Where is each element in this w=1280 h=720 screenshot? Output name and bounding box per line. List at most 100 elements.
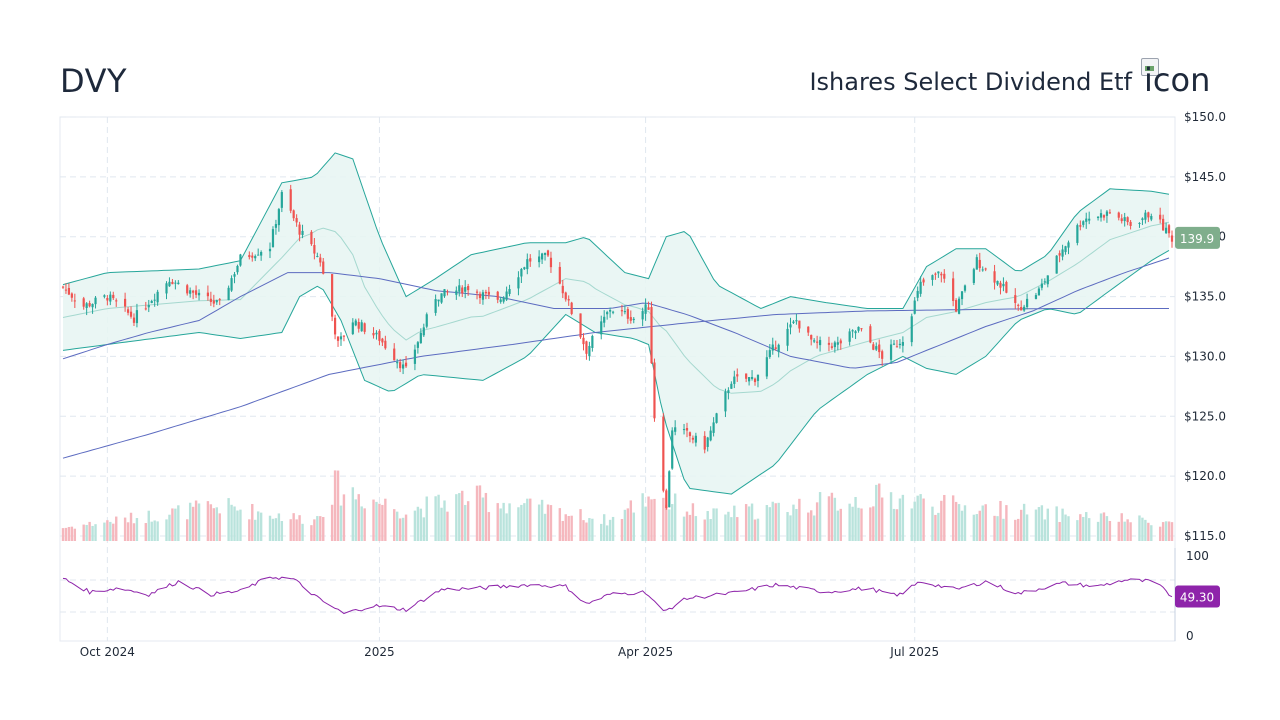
volume-bar (1046, 508, 1049, 541)
rsi-axis-tick-label: 100 (1186, 549, 1209, 563)
volume-bar (647, 496, 650, 541)
volume-bar (384, 498, 387, 541)
candle-body (271, 229, 275, 248)
volume-bar (455, 494, 458, 541)
volume-bar (1034, 509, 1038, 541)
candle-body (372, 332, 375, 336)
volume-bar (605, 525, 609, 541)
volume-bar (132, 523, 136, 541)
candle-body (331, 274, 334, 317)
volume-bar (144, 523, 148, 541)
candle-body (153, 299, 156, 301)
volume-bar (1076, 520, 1079, 541)
candle-body (109, 294, 112, 302)
candle-body (357, 321, 360, 329)
candle-body (295, 218, 298, 223)
candle-body (798, 320, 801, 329)
volume-bar (425, 496, 428, 541)
price-axis-tick-label: $115.0 (1184, 529, 1226, 543)
date-axis-tick-label: 2025 (364, 645, 395, 659)
volume-bar (378, 503, 381, 541)
candle-body (972, 269, 975, 283)
candle-body (260, 251, 263, 256)
volume-bar (579, 509, 582, 541)
candle-body (830, 346, 834, 348)
candle-body (192, 290, 195, 293)
volume-bar (691, 503, 695, 541)
last-price-badge (1175, 226, 1220, 249)
candle-body (753, 378, 757, 383)
volume-bar (215, 507, 218, 541)
candle-body (425, 314, 428, 327)
volume-bar (434, 496, 437, 541)
candle-body (443, 289, 446, 297)
candle-body (955, 300, 958, 312)
volume-bar (70, 526, 74, 541)
volume-bar (540, 499, 544, 541)
volume-bar (954, 501, 958, 541)
volume-bar (1061, 508, 1064, 541)
candle-body (319, 257, 322, 263)
candle-body (339, 336, 343, 340)
volume-bar (901, 494, 905, 541)
volume-bar (336, 470, 340, 541)
candle-body (1162, 218, 1165, 231)
volume-bar (310, 525, 313, 541)
volume-bar (194, 500, 198, 541)
volume-bar (937, 512, 940, 541)
volume-bar (1105, 516, 1109, 541)
candle-body (209, 298, 212, 302)
candle-body (197, 292, 201, 296)
volume-bar (839, 508, 842, 541)
volume-bar (316, 516, 319, 541)
volume-bar (73, 528, 77, 541)
rsi-value-label: 49.30 (1180, 591, 1214, 605)
candle-body (960, 291, 964, 300)
volume-bar (537, 504, 541, 541)
candle-body (478, 293, 482, 298)
volume-bar (461, 490, 464, 541)
candle-body (540, 253, 544, 260)
volume-bar (123, 517, 127, 541)
volume-bar (558, 508, 562, 541)
candle-body (1126, 217, 1129, 223)
candle-body (712, 422, 715, 433)
broken-image-icon (1141, 58, 1159, 76)
volume-bar (733, 505, 736, 541)
candle-body (233, 274, 236, 277)
volume-bar (898, 498, 902, 541)
candle-body (529, 258, 532, 262)
candle-body (901, 341, 904, 346)
candle-body (129, 311, 133, 317)
candle-body (1088, 218, 1091, 221)
volume-bar (981, 505, 984, 541)
candle-body (792, 321, 795, 323)
volume-bar (753, 519, 757, 541)
candle-body (363, 323, 366, 332)
candle-body (1164, 227, 1168, 234)
volume-bar (1043, 519, 1047, 541)
candle-body (112, 294, 115, 299)
volume-bar (363, 508, 366, 541)
candle-body (351, 322, 354, 335)
volume-bar (1085, 512, 1088, 541)
candle-body (1025, 298, 1029, 308)
candle-body (706, 437, 709, 447)
candle-body (999, 282, 1002, 288)
candle-body (381, 338, 384, 343)
candle-body (186, 285, 189, 294)
candle-body (881, 351, 884, 359)
candle-body (1046, 275, 1049, 285)
volume-bar (1037, 507, 1041, 541)
volume-bar (206, 501, 210, 541)
volume-bar (520, 504, 523, 541)
candle-body (756, 374, 760, 381)
volume-bar (549, 505, 553, 541)
volume-bar (1150, 525, 1153, 541)
candle-body (313, 245, 316, 254)
candle-body (561, 285, 564, 294)
candle-body (1120, 218, 1123, 222)
candle-body (854, 331, 857, 334)
volume-bar (1055, 506, 1058, 541)
volume-bar (443, 500, 446, 541)
